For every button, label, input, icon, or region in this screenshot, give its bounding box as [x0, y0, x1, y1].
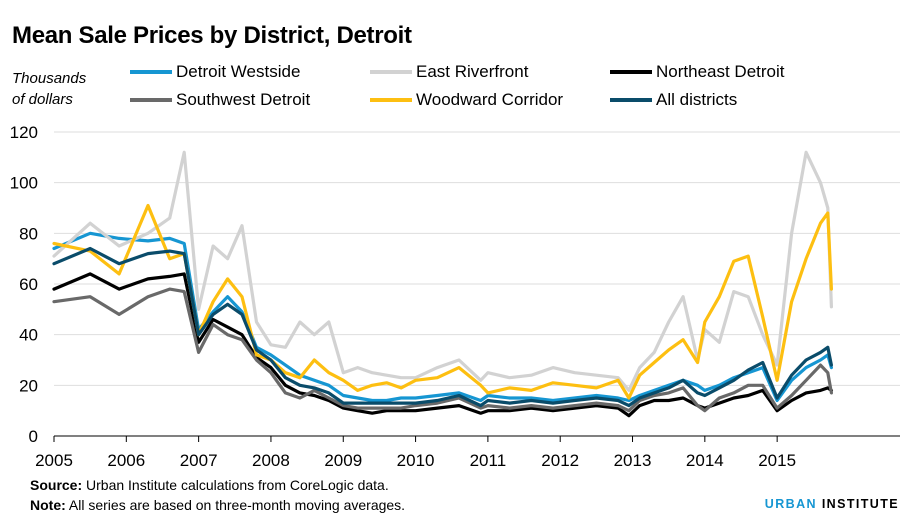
legend-swatch-0: [130, 70, 172, 74]
grid-layer: [53, 131, 900, 442]
legend-swatch-2: [610, 70, 652, 74]
x-tick-label-5: 2010: [397, 451, 435, 470]
note-label: Note:: [30, 497, 66, 513]
legend-item-0: Detroit Westside: [130, 62, 300, 82]
y-tick-label-1: 20: [19, 376, 38, 395]
x-tick-label-7: 2012: [541, 451, 579, 470]
series-line-southwest-detroit: [52, 287, 834, 413]
x-tick-label-1: 2006: [107, 451, 145, 470]
brand-part2: INSTITUTE: [821, 497, 899, 511]
legend-item-1: East Riverfront: [370, 62, 528, 82]
footer: Source: Urban Institute calculations fro…: [30, 475, 405, 515]
source-line: Source: Urban Institute calculations fro…: [30, 475, 405, 495]
chart-title: Mean Sale Prices by District, Detroit: [12, 22, 412, 49]
source-text: Urban Institute calculations from CoreLo…: [82, 477, 389, 493]
y-tick-label-3: 60: [19, 275, 38, 294]
y-tick-label-5: 100: [10, 174, 38, 193]
series-line-northeast-detroit: [52, 272, 834, 418]
urban-institute-logo: URBAN INSTITUTE: [765, 497, 899, 511]
legend-item-2: Northeast Detroit: [610, 62, 785, 82]
y-tick-label-4: 80: [19, 224, 38, 243]
legend-item-3: Southwest Detroit: [130, 90, 310, 110]
y-axis-units: Thousands of dollars: [12, 68, 86, 110]
y-axis-units-line1: Thousands: [12, 70, 87, 87]
x-tick-label-0: 2005: [35, 451, 73, 470]
x-tick-label-3: 2008: [252, 451, 290, 470]
series-line-detroit-westside: [52, 231, 834, 403]
series-layer: [52, 150, 834, 418]
x-tick-label-6: 2011: [470, 451, 507, 470]
note-text: All series are based on three-month movi…: [65, 497, 406, 513]
legend-swatch-5: [610, 98, 652, 102]
legend-label-3: Southwest Detroit: [176, 90, 311, 109]
legend-swatch-4: [370, 98, 412, 102]
legend-label-2: Northeast Detroit: [656, 62, 785, 81]
series-line-all-districts: [52, 246, 834, 408]
legend-label-0: Detroit Westside: [176, 62, 301, 81]
y-tick-label-2: 40: [19, 326, 38, 345]
source-label: Source:: [30, 477, 83, 493]
x-tick-label-2: 2007: [180, 451, 218, 470]
y-tick-label-6: 120: [10, 123, 38, 142]
legend-item-4: Woodward Corridor: [370, 90, 563, 110]
brand-part1: URBAN: [764, 497, 817, 511]
legend-swatch-3: [130, 98, 172, 102]
y-axis-units-line2: of dollars: [12, 91, 73, 108]
series-line-woodward-corridor: [52, 203, 834, 400]
x-tick-label-10: 2015: [758, 451, 796, 470]
x-tick-label-4: 2009: [324, 451, 362, 470]
y-tick-label-0: 0: [29, 427, 38, 446]
x-tick-label-9: 2014: [686, 451, 724, 470]
legend-label-4: Woodward Corridor: [416, 90, 564, 109]
series-line-east-riverfront: [52, 150, 834, 392]
legend-label-5: All districts: [656, 90, 738, 109]
note-line: Note: All series are based on three-mont…: [30, 495, 405, 515]
legend-swatch-1: [370, 70, 412, 74]
x-tick-label-8: 2013: [614, 451, 652, 470]
legend-label-1: East Riverfront: [416, 62, 529, 81]
tick-layer: 0 20 40 60 80 100 120 2005 2006 2007 2008 2009 2010 2…: [10, 123, 796, 470]
legend-item-5: All districts: [610, 90, 737, 110]
